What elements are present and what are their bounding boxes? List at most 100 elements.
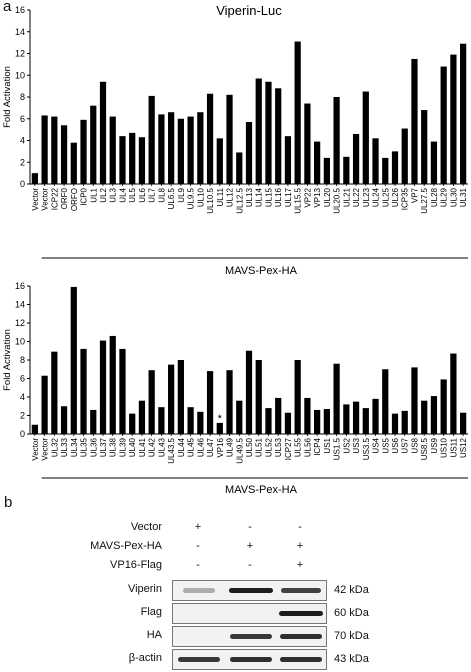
bar	[70, 142, 77, 184]
x-tick-label: UL35	[80, 437, 89, 457]
blot-band	[279, 611, 323, 616]
x-tick-label: UL12	[226, 187, 235, 207]
bar	[362, 408, 369, 434]
bar	[99, 81, 107, 184]
bar	[148, 95, 155, 184]
bar	[245, 122, 253, 184]
x-tick-label: UL31	[459, 187, 468, 207]
bar-annotation: *	[218, 413, 223, 425]
bar	[60, 125, 68, 184]
bar	[236, 152, 243, 184]
blot-band	[280, 634, 322, 639]
y-tick-label: 16	[15, 5, 25, 15]
bar	[401, 410, 408, 434]
bar	[304, 397, 311, 434]
bar	[411, 58, 418, 184]
panel-b-letter: b	[4, 494, 13, 511]
bar	[430, 141, 438, 184]
x-tick-label: UL34	[70, 437, 79, 457]
bar	[226, 94, 233, 184]
y-tick-label: 14	[15, 27, 25, 37]
blot-row-label: HA	[146, 629, 162, 641]
x-tick-label: US10	[440, 437, 449, 458]
bar	[265, 81, 272, 184]
bar	[177, 360, 184, 434]
blot-sign: -	[196, 559, 200, 571]
bar	[372, 138, 379, 184]
bar	[333, 97, 340, 184]
blot-band	[178, 657, 220, 662]
bar	[109, 335, 116, 434]
blot-sign: -	[298, 521, 302, 533]
x-tick-label: US8	[410, 437, 419, 453]
y-tick-label: 14	[15, 300, 25, 310]
x-axis-label: MAVS-Pex-HA	[225, 484, 298, 496]
x-tick-label: UL39	[118, 437, 127, 457]
x-tick-label: ORFO	[70, 188, 79, 211]
blot-sign: -	[196, 540, 200, 552]
x-tick-label: UL30	[449, 187, 458, 207]
bar	[294, 41, 301, 184]
bar	[216, 138, 223, 184]
blot-row-label: β-actin	[128, 652, 162, 664]
bar-chart-b: 0 2 4 6 8 10 12 14 16 Fold Activation Vector Vector…	[2, 281, 468, 496]
x-tick-label: UL50	[245, 437, 254, 457]
blot-strip	[172, 649, 327, 670]
bar	[187, 407, 194, 434]
blot-sign: +	[296, 559, 304, 571]
x-tick-label: UL5	[128, 187, 137, 202]
x-tick-label: UL32	[50, 437, 59, 457]
bar	[216, 422, 223, 434]
bar	[197, 411, 204, 434]
blot-kda-label: 60 kDa	[334, 607, 369, 619]
blot-band	[229, 588, 273, 593]
bar	[323, 157, 330, 184]
x-tick-label: UL36	[89, 437, 98, 457]
x-tick-label: UL22	[352, 187, 361, 207]
y-tick-label: 6	[20, 374, 25, 384]
x-tick-label: UL29	[440, 187, 449, 207]
bar	[70, 286, 77, 434]
bar	[41, 115, 48, 184]
bar	[31, 424, 38, 434]
x-tick-label: UL17	[284, 187, 293, 207]
y-tick-label: 6	[20, 114, 25, 124]
x-tick-label: UL41	[138, 437, 147, 457]
blot-strip	[172, 603, 327, 624]
blot-row-label: Viperin	[127, 583, 162, 595]
y-tick-label: 2	[20, 411, 25, 421]
bar	[129, 413, 136, 434]
bar	[284, 136, 292, 184]
bar	[411, 367, 418, 434]
bar	[314, 141, 321, 184]
bar	[294, 360, 301, 434]
x-tick-label: UL14	[255, 187, 264, 207]
bar	[90, 409, 97, 434]
y-tick-label: 12	[15, 49, 25, 59]
x-tick-label: US8.5	[420, 437, 429, 460]
blot-condition-label: MAVS-Pex-HA	[90, 540, 162, 552]
y-tick-label: 0	[20, 429, 25, 439]
bar	[255, 360, 262, 434]
blot-band	[182, 588, 216, 593]
x-tick-label: UL2	[99, 187, 108, 202]
y-tick-label: 0	[20, 179, 25, 189]
x-tick-label: UL3	[109, 187, 118, 202]
bar	[236, 400, 243, 434]
x-tick-label: UL10	[196, 187, 205, 207]
x-tick-label: UL47	[206, 437, 215, 457]
bar	[401, 128, 408, 184]
bar	[421, 110, 428, 184]
x-tick-label: US9	[430, 437, 439, 453]
x-tick-label: UL40	[128, 437, 137, 457]
blot-band	[280, 588, 322, 593]
bar	[362, 91, 369, 184]
bar	[275, 88, 282, 184]
x-tick-label: VP7	[410, 187, 419, 203]
y-tick-label: 4	[20, 392, 25, 402]
bar	[255, 78, 262, 184]
x-tick-label: ICP0	[80, 187, 89, 205]
x-tick-label: UL1	[89, 187, 98, 202]
y-tick-label: 10	[15, 70, 25, 80]
bar	[450, 54, 457, 185]
